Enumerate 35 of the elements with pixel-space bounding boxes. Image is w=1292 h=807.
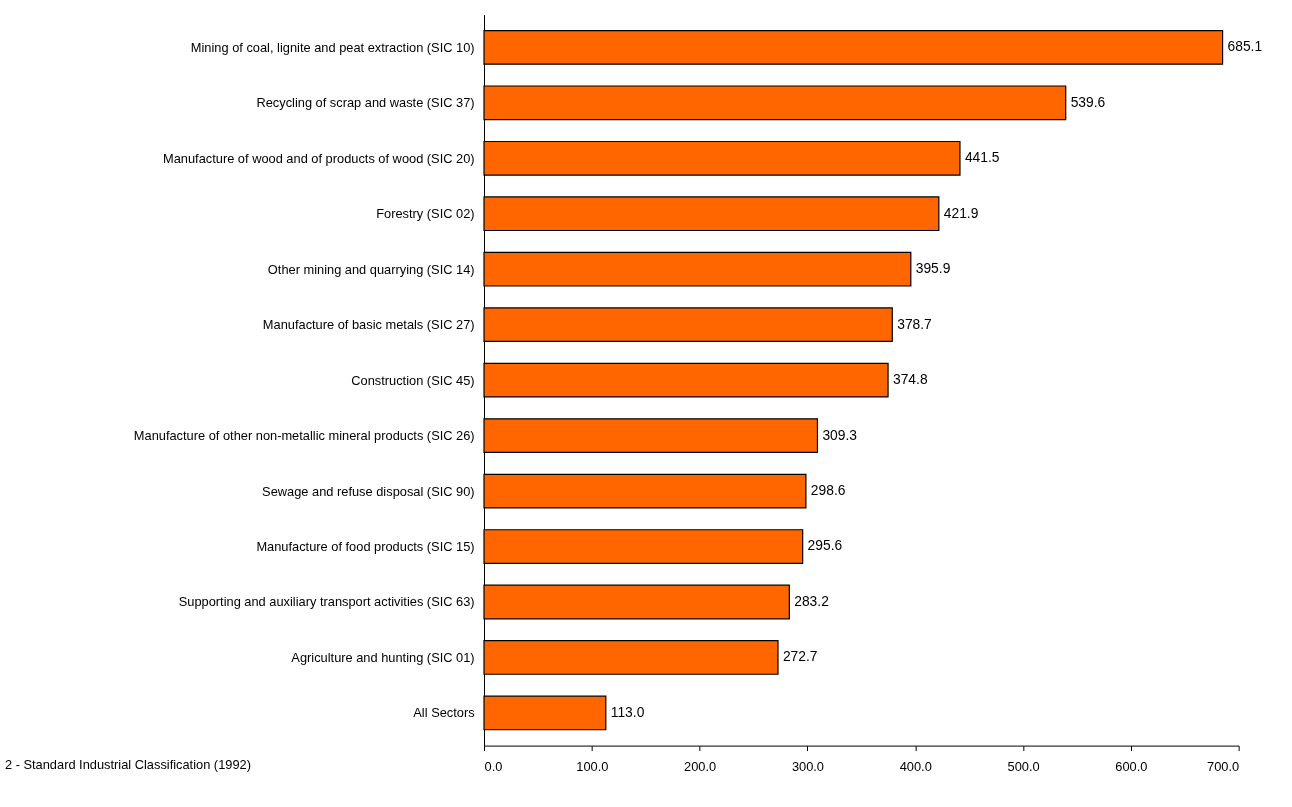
x-tick-label: 0.0 xyxy=(484,758,503,774)
x-tick-label: 200.0 xyxy=(684,758,717,774)
x-tick-label: 700.0 xyxy=(1207,758,1240,774)
y-tick-label: Manufacture of other non-metallic mineral products (SIC 26) xyxy=(133,428,475,444)
y-tick-label: Manufacture of food products (SIC 15) xyxy=(256,538,475,554)
y-tick-label: Manufacture of wood and of products of wood (SIC 20) xyxy=(163,150,475,166)
data-label: 113.0 xyxy=(610,703,645,720)
data-label: 441.5 xyxy=(964,149,1000,166)
x-tick-label: 300.0 xyxy=(791,758,824,774)
data-label: 539.6 xyxy=(1070,93,1106,110)
y-tick-label: Forestry (SIC 02) xyxy=(376,206,475,222)
data-label: 395.9 xyxy=(915,260,951,277)
y-tick-label: Recycling of scrap and waste (SIC 37) xyxy=(256,95,475,111)
y-tick-label: Sewage and refuse disposal (SIC 90) xyxy=(262,483,475,499)
data-label: 298.6 xyxy=(810,482,846,499)
data-label: 272.7 xyxy=(782,648,818,665)
data-label: 378.7 xyxy=(897,315,932,332)
y-tick-label: Mining of coal, lignite and peat extraction (SIC 10) xyxy=(190,39,475,55)
x-tick-label: 400.0 xyxy=(899,758,932,774)
y-tick-label: Agriculture and hunting (SIC 01) xyxy=(291,649,475,665)
x-tick-label: 500.0 xyxy=(1007,758,1040,774)
data-label: 374.8 xyxy=(893,371,928,388)
data-label: 685.1 xyxy=(1227,38,1263,55)
data-label: 295.6 xyxy=(807,537,843,554)
y-tick-label: All Sectors xyxy=(413,705,475,721)
data-label: 283.2 xyxy=(794,592,829,609)
x-tick-label: 600.0 xyxy=(1115,758,1148,774)
text: 2 - Standard Industrial Classification (1992) xyxy=(4,757,251,773)
y-tick-label: Construction (SIC 45) xyxy=(351,372,475,388)
data-label: 421.9 xyxy=(943,204,979,221)
data-label: 309.3 xyxy=(822,426,858,443)
y-tick-label: Manufacture of basic metals (SIC 27) xyxy=(262,317,475,333)
x-tick-label: 100.0 xyxy=(576,758,609,774)
y-tick-label: Supporting and auxiliary transport activities (SIC 63) xyxy=(178,594,475,610)
y-tick-label: Other mining and quarrying (SIC 14) xyxy=(267,261,475,277)
